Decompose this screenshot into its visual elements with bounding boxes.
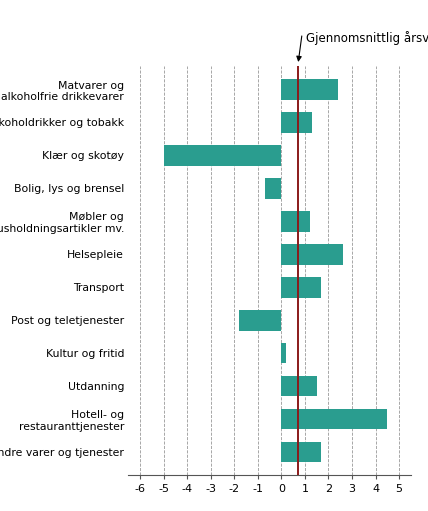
Bar [163, 145, 281, 166]
Bar [281, 211, 309, 231]
Bar [265, 178, 281, 199]
Bar [281, 112, 312, 133]
Bar [281, 376, 317, 397]
Bar [281, 244, 342, 265]
Text: Gjennomsnittlig årsvekst: Gjennomsnittlig årsvekst [306, 31, 428, 44]
Bar [281, 277, 321, 297]
Bar [239, 310, 281, 331]
Bar [281, 409, 387, 429]
Bar [281, 343, 286, 363]
Bar [281, 79, 338, 100]
Bar [281, 442, 321, 462]
